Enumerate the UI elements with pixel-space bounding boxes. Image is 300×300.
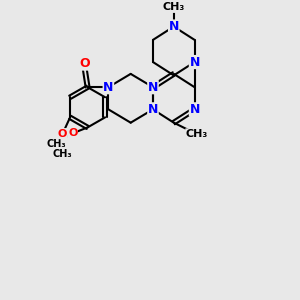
- Text: O: O: [68, 128, 77, 138]
- Text: N: N: [148, 81, 158, 94]
- Text: N: N: [103, 81, 114, 94]
- Text: CH₃: CH₃: [53, 149, 73, 159]
- Text: O: O: [79, 57, 90, 70]
- Text: N: N: [169, 20, 179, 33]
- Text: CH₃: CH₃: [186, 129, 208, 139]
- Text: CH₃: CH₃: [46, 139, 66, 149]
- Text: N: N: [189, 56, 200, 69]
- Text: N: N: [148, 103, 158, 116]
- Text: N: N: [189, 103, 200, 116]
- Text: CH₃: CH₃: [163, 2, 185, 12]
- Text: O: O: [58, 129, 67, 139]
